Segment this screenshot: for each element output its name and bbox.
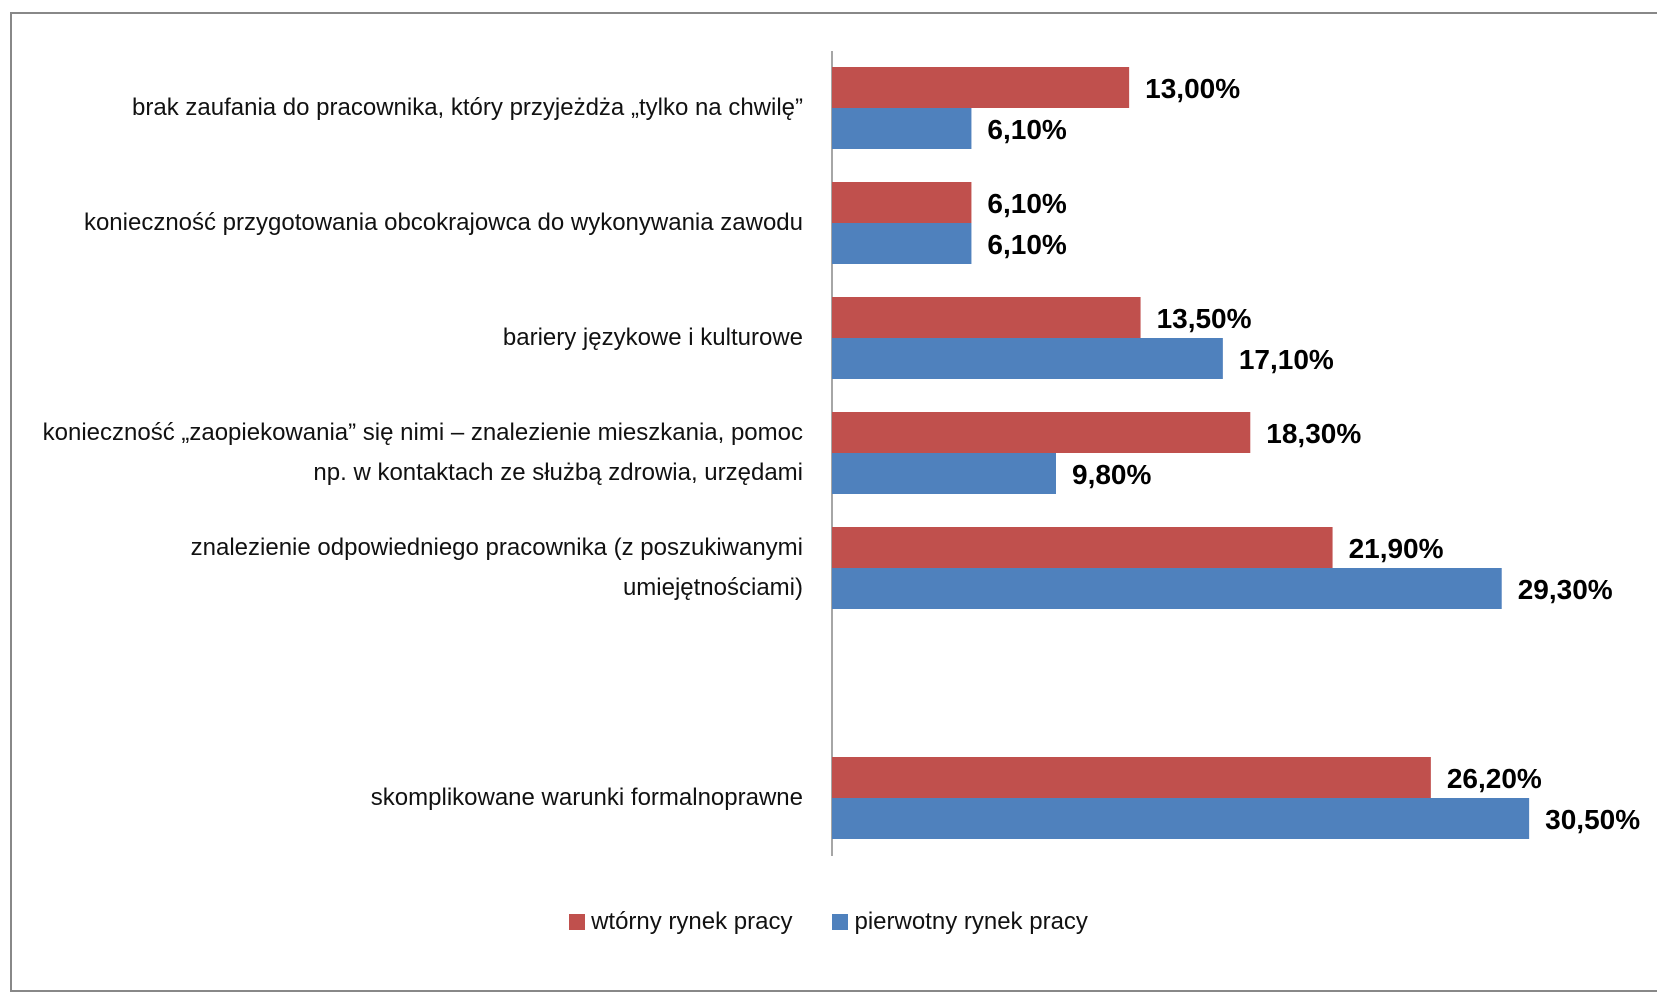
data-label: 30,50% xyxy=(1545,804,1640,835)
bar xyxy=(832,568,1502,609)
bar xyxy=(832,412,1251,453)
data-label: 13,00% xyxy=(1145,73,1240,104)
chart: 13,00% 6,10% 6,10% 6,10% 13,50% 17,10% 18,30% 9… xyxy=(0,12,1657,992)
category-label: brak zaufania do pracownika, który przyj… xyxy=(132,94,803,121)
category-label: konieczność przygotowania obcokrajowca d… xyxy=(83,209,803,236)
bar xyxy=(832,182,972,223)
data-label: 13,50% xyxy=(1157,303,1252,334)
legend-item: wtórny rynek pracy xyxy=(569,908,792,936)
data-label: 9,80% xyxy=(1072,459,1151,490)
data-label: 29,30% xyxy=(1518,574,1613,605)
legend-label: pierwotny rynek pracy xyxy=(854,908,1088,935)
category-label: znalezienie odpowiedniego pracownika (z … xyxy=(190,534,803,601)
data-label: 17,10% xyxy=(1239,344,1334,375)
bar xyxy=(832,527,1333,568)
legend: wtórny rynek pracy pierwotny rynek pracy xyxy=(0,908,1657,936)
bar xyxy=(832,338,1223,379)
bar xyxy=(832,67,1130,108)
data-label: 6,10% xyxy=(987,114,1066,145)
legend-item: pierwotny rynek pracy xyxy=(832,908,1088,936)
data-label: 21,90% xyxy=(1349,533,1444,564)
bar xyxy=(832,757,1431,798)
category-label: konieczność „zaopiekowania” się nimi – z… xyxy=(42,419,803,486)
data-label: 26,20% xyxy=(1447,763,1542,794)
bar xyxy=(832,108,972,149)
bar xyxy=(832,297,1141,338)
bar xyxy=(832,223,972,264)
category-label: bariery językowe i kulturowe xyxy=(502,324,803,351)
category-label: skomplikowane warunki formalnoprawne xyxy=(370,784,803,811)
data-label: 6,10% xyxy=(987,229,1066,260)
bar xyxy=(832,453,1056,494)
legend-swatch xyxy=(569,914,586,930)
legend-label: wtórny rynek pracy xyxy=(591,908,793,935)
data-label: 18,30% xyxy=(1266,418,1361,449)
data-label: 6,10% xyxy=(987,188,1066,219)
bar xyxy=(832,798,1530,839)
legend-swatch xyxy=(832,914,849,930)
plot: 13,00% 6,10% 6,10% 6,10% 13,50% 17,10% 18,30% 9… xyxy=(831,51,1640,856)
